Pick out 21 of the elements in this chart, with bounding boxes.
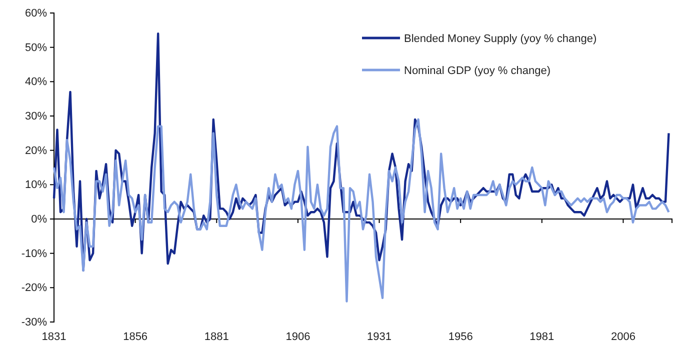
x-tick-label: 1906 [286,330,310,343]
y-tick-label: 50% [24,42,48,54]
x-tick-label: 1931 [367,330,392,343]
x-tick-label: 1831 [42,330,66,343]
y-tick-label: 0% [31,214,48,226]
x-tick-label: 1881 [204,330,229,343]
x-tick-label: 2006 [610,330,636,343]
x-tick-label: 1981 [530,330,554,343]
y-tick-label: 60% [24,8,48,20]
y-tick-label: 30% [24,110,48,123]
y-tick-label: -20% [21,282,48,294]
legend-label: Blended Money Supply (yoy % change) [404,32,597,45]
y-tick-label: 10% [24,179,48,192]
x-tick-label: 1856 [123,330,148,343]
y-tick-label: -10% [21,248,48,260]
legend-label: Nominal GDP (yoy % change) [404,64,551,77]
y-tick-label: 40% [24,76,48,88]
line-series [52,118,670,302]
y-tick-label: -30% [21,316,48,329]
x-tick-label: 1956 [448,330,473,343]
y-tick-label: 20% [24,144,48,157]
